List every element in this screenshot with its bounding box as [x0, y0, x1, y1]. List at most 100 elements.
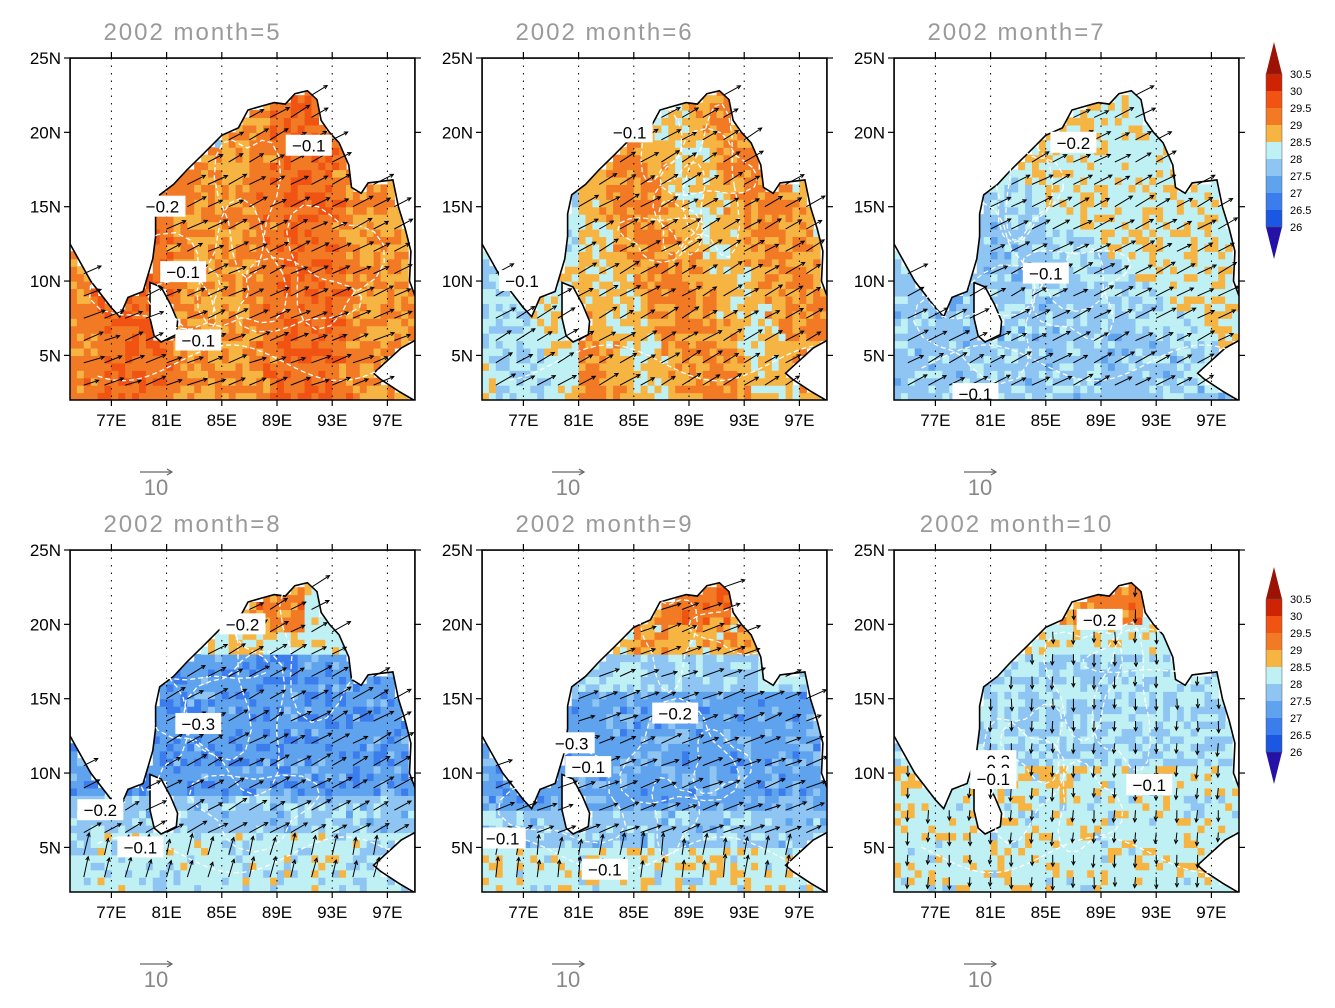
contour-label: −0.2: [146, 198, 180, 217]
lon-tick-label: 93E: [729, 411, 759, 430]
colorbar-swatch: [1266, 210, 1282, 227]
lat-tick-label: 5N: [451, 838, 473, 857]
lat-tick-label: 20N: [30, 123, 61, 142]
colorbar-swatch: [1266, 142, 1282, 159]
contour-label-box: [482, 827, 526, 849]
colorbar-bottom: 30.5 30 29.5 29 28.5 28 27.5 27 26.5 26: [1265, 567, 1311, 784]
reference-vector-label: 10: [968, 967, 992, 992]
colorbar-max-triangle: [1266, 42, 1282, 74]
coastline: [894, 550, 1239, 811]
lon-tick-label: 93E: [729, 903, 759, 922]
contour-label-box: [970, 767, 1017, 789]
lat-tick-label: 15N: [442, 198, 473, 217]
colorbar-label: 27.5: [1290, 696, 1311, 708]
colorbar-swatch: [1266, 718, 1282, 735]
lat-tick-label: 20N: [30, 615, 61, 634]
colorbar-swatch: [1266, 91, 1282, 108]
contour-label-box: [1050, 131, 1097, 153]
colorbar-swatch: [1266, 193, 1282, 210]
contour-label-box: [1022, 262, 1069, 284]
map-frame: [481, 549, 828, 893]
contour-lines: [509, 79, 814, 382]
colorbar-swatch: [1266, 616, 1282, 633]
contour-label-box: [219, 613, 266, 635]
colorbar-min-triangle: [1266, 227, 1282, 259]
contour-label: −0.3: [182, 715, 216, 734]
malay-land: [372, 831, 415, 892]
colorbar-label: 30: [1290, 611, 1302, 623]
lat-tick-label: 15N: [30, 198, 61, 217]
colorbar-min-triangle: [1266, 752, 1282, 784]
contour-label-box: [565, 756, 612, 778]
lon-tick-label: 97E: [372, 903, 402, 922]
map-frame: [481, 57, 828, 401]
colorbar-swatch: [1266, 650, 1282, 667]
lon-tick-label: 81E: [563, 411, 593, 430]
coastline: [70, 58, 415, 319]
sst-field: [894, 87, 1239, 400]
colorbar-top: 30.5 30 29.5 29 28.5 28 27.5 27 26.5 26: [1265, 42, 1311, 259]
reference-vector-label: 10: [144, 967, 168, 992]
lon-tick-label: 85E: [207, 903, 237, 922]
contour-label-box: [175, 712, 222, 734]
map-panel-month-9: −0.2 −0.3 −0.1 −0.1 −0.1 77E 81E 85E 89E 93E 97E 5N…: [442, 511, 833, 992]
lon-tick-label: 97E: [1196, 903, 1226, 922]
map-panel-month-8: −0.2 −0.3 −0.2 −0.1 77E 81E 85E 89E 93E 97E 5N 10N 1…: [30, 511, 421, 992]
lat-tick-label: 15N: [854, 198, 885, 217]
contour-label-box: [285, 134, 332, 156]
lon-tick-label: 89E: [1086, 903, 1116, 922]
map-panel-month-6: −0.1 −0.1 77E 81E 85E 89E 93E 97E 5N 10N 15N 20N 25N…: [442, 19, 833, 500]
colorbar-label: 28.5: [1290, 662, 1311, 674]
lon-tick-label: 93E: [317, 903, 347, 922]
malay-land: [372, 339, 415, 400]
contour-label: −0.2: [1057, 134, 1091, 153]
colorbar-swatch: [1266, 159, 1282, 176]
lon-tick-label: 93E: [1141, 411, 1171, 430]
colorbar-label: 30.5: [1290, 69, 1311, 81]
lon-tick-label: 93E: [317, 411, 347, 430]
contour-label: −0.2: [84, 801, 118, 820]
colorbar-swatch: [1266, 701, 1282, 718]
panel-title: 2002 month=6: [515, 19, 693, 46]
colorbar-swatch: [1266, 667, 1282, 684]
coastline: [894, 58, 1239, 319]
contour-label-box: [1126, 773, 1173, 795]
lat-tick-label: 20N: [854, 615, 885, 634]
colorbar-swatch: [1266, 125, 1282, 142]
lat-tick-label: 20N: [442, 615, 473, 634]
colorbar-swatch: [1266, 599, 1282, 616]
coastline: [70, 550, 415, 811]
contour-label: −0.1: [1133, 776, 1167, 795]
lon-tick-label: 77E: [508, 411, 538, 430]
wind-vectors: [495, 85, 826, 386]
colorbar-swatch: [1266, 176, 1282, 193]
colorbar-swatch: [1266, 108, 1282, 125]
lat-tick-label: 10N: [30, 272, 61, 291]
lon-tick-label: 85E: [1031, 903, 1061, 922]
colorbar-label: 26.5: [1290, 730, 1311, 742]
lat-tick-label: 10N: [854, 272, 885, 291]
lon-tick-label: 89E: [674, 411, 704, 430]
lon-tick-label: 81E: [975, 903, 1005, 922]
lon-tick-label: 81E: [563, 903, 593, 922]
contour-label-box: [139, 195, 186, 217]
map-frame: [69, 57, 416, 401]
contour-label: −0.1: [959, 385, 993, 404]
sri-lanka-land: [561, 281, 591, 343]
contour-label-box: [160, 261, 207, 283]
colorbar-label: 27: [1290, 188, 1302, 200]
contour-label: −0.3: [555, 734, 589, 753]
lon-tick-label: 77E: [920, 903, 950, 922]
contour-label: −0.1: [571, 758, 605, 777]
contour-label: −0.1: [292, 137, 326, 156]
lon-tick-label: 97E: [1196, 411, 1226, 430]
lat-tick-label: 5N: [451, 346, 473, 365]
contour-label-box: [606, 121, 653, 143]
panel-title: 2002 month=5: [103, 19, 281, 46]
map-frame: [69, 549, 416, 893]
contour-label: −0.1: [588, 861, 622, 880]
lon-tick-label: 85E: [619, 903, 649, 922]
lon-tick-label: 77E: [508, 903, 538, 922]
map-frame: [893, 57, 1240, 401]
